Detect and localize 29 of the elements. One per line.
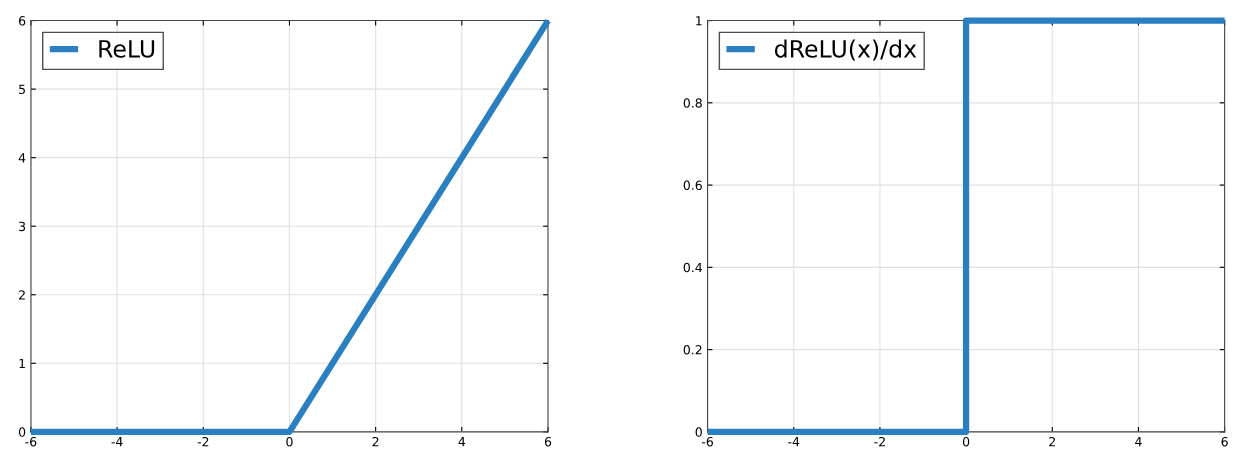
y-tick-label: 4 — [18, 153, 26, 163]
y-tick-label: 2 — [19, 290, 25, 300]
x-tick-label: 0 — [286, 436, 293, 447]
y-tick-label: 0 — [18, 427, 26, 437]
x-tick-label: -6 — [701, 436, 714, 447]
x-tick-label: 2 — [1049, 436, 1055, 447]
legend-label: dReLU(x)/dx — [774, 39, 917, 61]
y-tick-label: 0.4 — [683, 262, 702, 273]
y-tick-label: 0.2 — [683, 345, 702, 355]
x-tick-label: 6 — [544, 436, 552, 447]
x-tick-label: 0 — [962, 436, 970, 447]
legend-label: ReLU — [99, 40, 155, 58]
x-tick-label: -4 — [788, 437, 800, 447]
y-tick-label: 0.6 — [683, 180, 702, 191]
x-tick-label: 4 — [458, 437, 466, 447]
y-tick-label: 1 — [696, 16, 702, 26]
y-tick-label: 6 — [18, 16, 26, 26]
y-tick-label: 0 — [695, 427, 702, 437]
x-tick-label: -2 — [874, 436, 885, 447]
y-tick-label: 3 — [19, 221, 26, 232]
x-tick-label: 4 — [1135, 437, 1142, 447]
x-tick-label: -6 — [25, 436, 37, 447]
x-tick-label: 6 — [1221, 436, 1228, 447]
y-tick-label: 0.8 — [683, 98, 702, 108]
x-tick-label: -2 — [197, 436, 209, 447]
y-tick-label: 1 — [19, 358, 25, 369]
x-tick-label: 2 — [372, 436, 379, 447]
x-tick-label: -4 — [111, 437, 123, 447]
y-tick-label: 5 — [19, 84, 25, 95]
